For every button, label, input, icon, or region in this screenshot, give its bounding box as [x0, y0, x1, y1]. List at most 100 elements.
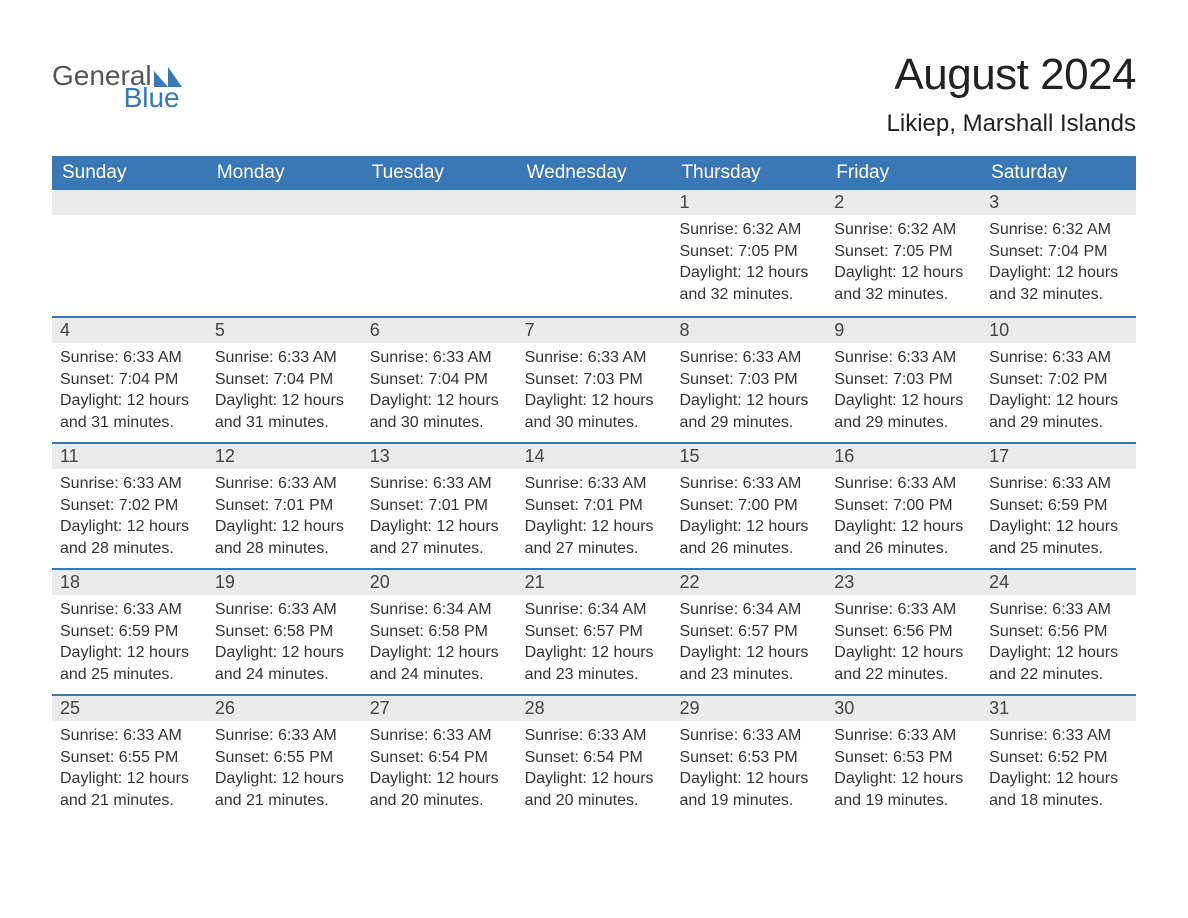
day-number: 17: [981, 444, 1136, 469]
day-number: 2: [826, 190, 981, 215]
daylight-text: Daylight: 12 hours and 23 minutes.: [525, 642, 664, 685]
day-cell: 27Sunrise: 6:33 AMSunset: 6:54 PMDayligh…: [362, 696, 517, 820]
day-content: Sunrise: 6:33 AMSunset: 6:53 PMDaylight:…: [671, 721, 826, 819]
sunrise-text: Sunrise: 6:34 AM: [525, 599, 664, 621]
daylight-text: Daylight: 12 hours and 25 minutes.: [989, 516, 1128, 559]
day-number: 18: [52, 570, 207, 595]
day-cell: 23Sunrise: 6:33 AMSunset: 6:56 PMDayligh…: [826, 570, 981, 694]
logo: General Blue: [52, 50, 182, 112]
day-cell: 12Sunrise: 6:33 AMSunset: 7:01 PMDayligh…: [207, 444, 362, 568]
sunset-text: Sunset: 7:05 PM: [834, 241, 973, 263]
daylight-text: Daylight: 12 hours and 21 minutes.: [60, 768, 199, 811]
day-content: Sunrise: 6:33 AMSunset: 7:01 PMDaylight:…: [362, 469, 517, 567]
day-number: 14: [517, 444, 672, 469]
day-content: Sunrise: 6:32 AMSunset: 7:04 PMDaylight:…: [981, 215, 1136, 313]
day-cell: 14Sunrise: 6:33 AMSunset: 7:01 PMDayligh…: [517, 444, 672, 568]
day-number: 4: [52, 318, 207, 343]
sunset-text: Sunset: 7:01 PM: [525, 495, 664, 517]
sunset-text: Sunset: 6:54 PM: [370, 747, 509, 769]
day-header-sunday: Sunday: [52, 156, 207, 190]
sunset-text: Sunset: 7:04 PM: [370, 369, 509, 391]
day-number: 26: [207, 696, 362, 721]
sunrise-text: Sunrise: 6:33 AM: [525, 347, 664, 369]
day-header-saturday: Saturday: [981, 156, 1136, 190]
day-number: 10: [981, 318, 1136, 343]
day-number: 6: [362, 318, 517, 343]
month-title: August 2024: [887, 50, 1136, 100]
day-content: Sunrise: 6:33 AMSunset: 7:01 PMDaylight:…: [517, 469, 672, 567]
day-number: 13: [362, 444, 517, 469]
day-number: 28: [517, 696, 672, 721]
sunrise-text: Sunrise: 6:32 AM: [834, 219, 973, 241]
day-number: 24: [981, 570, 1136, 595]
day-content: Sunrise: 6:33 AMSunset: 7:00 PMDaylight:…: [671, 469, 826, 567]
sunrise-text: Sunrise: 6:33 AM: [525, 725, 664, 747]
sunrise-text: Sunrise: 6:33 AM: [215, 347, 354, 369]
sunrise-text: Sunrise: 6:33 AM: [60, 473, 199, 495]
day-cell: 5Sunrise: 6:33 AMSunset: 7:04 PMDaylight…: [207, 318, 362, 442]
sunset-text: Sunset: 7:01 PM: [215, 495, 354, 517]
week-row: 4Sunrise: 6:33 AMSunset: 7:04 PMDaylight…: [52, 316, 1136, 442]
calendar: SundayMondayTuesdayWednesdayThursdayFrid…: [52, 156, 1136, 820]
day-content: Sunrise: 6:33 AMSunset: 7:03 PMDaylight:…: [517, 343, 672, 441]
day-cell: [362, 190, 517, 316]
day-content: Sunrise: 6:34 AMSunset: 6:58 PMDaylight:…: [362, 595, 517, 693]
day-content: Sunrise: 6:33 AMSunset: 6:55 PMDaylight:…: [52, 721, 207, 819]
day-cell: 22Sunrise: 6:34 AMSunset: 6:57 PMDayligh…: [671, 570, 826, 694]
daylight-text: Daylight: 12 hours and 32 minutes.: [834, 262, 973, 305]
daylight-text: Daylight: 12 hours and 22 minutes.: [834, 642, 973, 685]
daylight-text: Daylight: 12 hours and 28 minutes.: [215, 516, 354, 559]
day-header-wednesday: Wednesday: [517, 156, 672, 190]
sunrise-text: Sunrise: 6:33 AM: [215, 599, 354, 621]
day-number: 9: [826, 318, 981, 343]
day-cell: 8Sunrise: 6:33 AMSunset: 7:03 PMDaylight…: [671, 318, 826, 442]
day-cell: 4Sunrise: 6:33 AMSunset: 7:04 PMDaylight…: [52, 318, 207, 442]
sunset-text: Sunset: 6:54 PM: [525, 747, 664, 769]
daylight-text: Daylight: 12 hours and 28 minutes.: [60, 516, 199, 559]
sunset-text: Sunset: 7:01 PM: [370, 495, 509, 517]
sunset-text: Sunset: 7:04 PM: [215, 369, 354, 391]
day-header-thursday: Thursday: [671, 156, 826, 190]
sunrise-text: Sunrise: 6:33 AM: [60, 347, 199, 369]
day-number-empty: [517, 190, 672, 215]
day-cell: 20Sunrise: 6:34 AMSunset: 6:58 PMDayligh…: [362, 570, 517, 694]
day-number: 22: [671, 570, 826, 595]
sunset-text: Sunset: 7:04 PM: [60, 369, 199, 391]
day-number: 16: [826, 444, 981, 469]
title-block: August 2024 Likiep, Marshall Islands: [887, 50, 1136, 138]
sunrise-text: Sunrise: 6:33 AM: [989, 599, 1128, 621]
sunset-text: Sunset: 7:04 PM: [989, 241, 1128, 263]
sunset-text: Sunset: 7:00 PM: [834, 495, 973, 517]
week-row: 18 Sunrise: 6:33 AM Sunset: 6:59 PM Dayligh…: [52, 568, 1136, 694]
daylight-text: Daylight: 12 hours and 29 minutes.: [834, 390, 973, 433]
sunset-text: Sunset: 6:53 PM: [834, 747, 973, 769]
day-content: Sunrise: 6:33 AMSunset: 7:03 PMDaylight:…: [671, 343, 826, 441]
sunrise-text: Sunrise: 6:33 AM: [989, 725, 1128, 747]
day-cell: 6Sunrise: 6:33 AMSunset: 7:04 PMDaylight…: [362, 318, 517, 442]
daylight-text: Daylight: 12 hours and 29 minutes.: [679, 390, 818, 433]
day-cell: 11Sunrise: 6:33 AMSunset: 7:02 PMDayligh…: [52, 444, 207, 568]
day-cell: 29Sunrise: 6:33 AMSunset: 6:53 PMDayligh…: [671, 696, 826, 820]
day-number: 15: [671, 444, 826, 469]
day-content: Sunrise: 6:33 AMSunset: 7:02 PMDaylight:…: [981, 343, 1136, 441]
sunset-text: Sunset: 6:59 PM: [60, 621, 199, 643]
daylight-text: Daylight: 12 hours and 32 minutes.: [989, 262, 1128, 305]
day-content: Sunrise: 6:33 AMSunset: 6:58 PMDaylight:…: [207, 595, 362, 693]
header: General Blue August 2024 Likiep, Marshal…: [52, 50, 1136, 138]
sunrise-text: Sunrise: 6:33 AM: [215, 473, 354, 495]
day-content: Sunrise: 6:33 AMSunset: 7:04 PMDaylight:…: [207, 343, 362, 441]
day-number: 23: [826, 570, 981, 595]
sunset-text: Sunset: 6:57 PM: [525, 621, 664, 643]
day-header-friday: Friday: [826, 156, 981, 190]
week-row: 11Sunrise: 6:33 AMSunset: 7:02 PMDayligh…: [52, 442, 1136, 568]
sunrise-text: Sunrise: 6:33 AM: [370, 725, 509, 747]
daylight-text: Daylight: 12 hours and 30 minutes.: [370, 390, 509, 433]
week-row: 1Sunrise: 6:32 AMSunset: 7:05 PMDaylight…: [52, 190, 1136, 316]
daylight-text: Daylight: 12 hours and 30 minutes.: [525, 390, 664, 433]
day-number: 21: [517, 570, 672, 595]
daylight-text: Daylight: 12 hours and 19 minutes.: [679, 768, 818, 811]
location-subtitle: Likiep, Marshall Islands: [887, 110, 1136, 138]
daylight-text: Daylight: 12 hours and 26 minutes.: [679, 516, 818, 559]
sunset-text: Sunset: 6:59 PM: [989, 495, 1128, 517]
daylight-text: Daylight: 12 hours and 23 minutes.: [679, 642, 818, 685]
